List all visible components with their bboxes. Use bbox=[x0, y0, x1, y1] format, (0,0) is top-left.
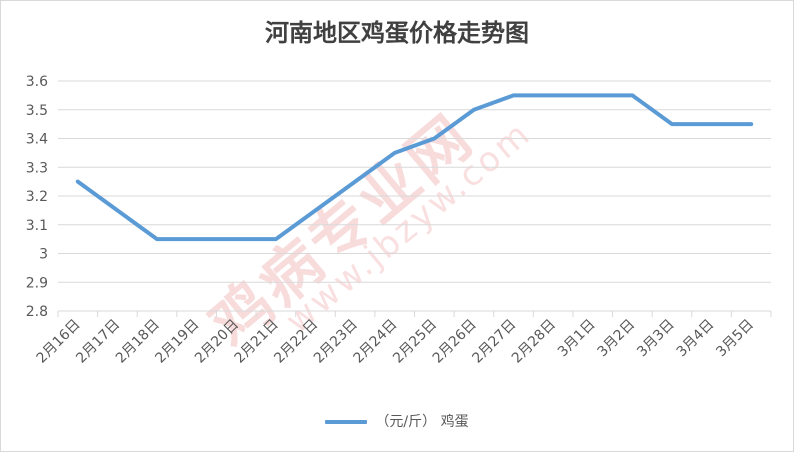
y-tick-label: 3.6 bbox=[26, 74, 48, 90]
y-tick-label: 3 bbox=[39, 247, 48, 263]
y-tick-label: 3.1 bbox=[26, 218, 48, 234]
data-point bbox=[710, 122, 714, 126]
x-tick-label: 3月3日 bbox=[634, 317, 678, 361]
data-point bbox=[313, 208, 317, 212]
data-point bbox=[630, 93, 634, 97]
data-point bbox=[274, 237, 278, 241]
legend-label: （元/斤） 鸡蛋 bbox=[375, 414, 469, 430]
y-tick-label: 3.2 bbox=[26, 189, 48, 205]
legend: （元/斤） 鸡蛋 bbox=[1, 411, 793, 431]
data-point bbox=[76, 180, 80, 184]
chart-title: 河南地区鸡蛋价格走势图 bbox=[265, 18, 529, 47]
y-tick-label: 3.5 bbox=[26, 103, 48, 119]
y-tick-label: 2.9 bbox=[26, 275, 48, 291]
data-point bbox=[155, 237, 159, 241]
x-tick-label: 3月4日 bbox=[674, 317, 718, 361]
data-point bbox=[393, 151, 397, 155]
data-point bbox=[749, 122, 753, 126]
y-tick-label: 3.4 bbox=[26, 132, 48, 148]
x-tick-label: 2月28日 bbox=[509, 317, 559, 367]
x-tick-label: 3月5日 bbox=[713, 317, 757, 361]
series-line-eggs bbox=[75, 93, 754, 242]
data-point bbox=[591, 93, 595, 97]
x-tick-label: 3月1日 bbox=[555, 317, 599, 361]
data-point bbox=[512, 93, 516, 97]
data-point bbox=[551, 93, 555, 97]
data-point bbox=[115, 208, 119, 212]
y-tick-label: 3.3 bbox=[26, 160, 48, 176]
data-point bbox=[353, 180, 357, 184]
data-point bbox=[432, 137, 436, 141]
y-tick-label: 2.8 bbox=[26, 304, 48, 320]
data-point bbox=[472, 108, 476, 112]
legend-swatch bbox=[325, 420, 368, 424]
data-point bbox=[234, 237, 238, 241]
data-point bbox=[670, 122, 674, 126]
data-point bbox=[195, 237, 199, 241]
x-tick-label: 3月2日 bbox=[594, 317, 638, 361]
